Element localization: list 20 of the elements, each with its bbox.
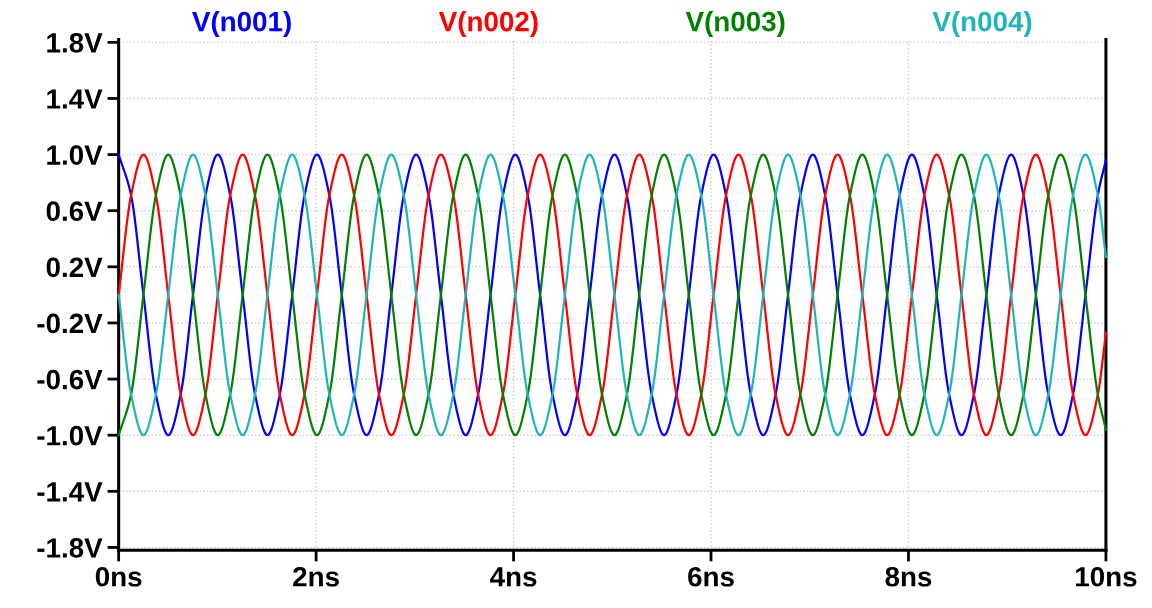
y-tick-label: -0.6V bbox=[37, 369, 103, 390]
text: V(n001) bbox=[192, 11, 291, 37]
x-tick-label: 6ns bbox=[688, 566, 734, 587]
x-tick-label: 8ns bbox=[885, 566, 932, 587]
x-tick-label: 2ns bbox=[293, 566, 339, 587]
text: V(n003) bbox=[685, 11, 785, 37]
y-tick-label: 1.8V bbox=[47, 32, 103, 53]
y-tick-label: -1.4V bbox=[37, 482, 103, 502]
text: V(n004) bbox=[932, 11, 1032, 37]
y-tick-label: 1.0V bbox=[47, 145, 103, 165]
y-tick-label: 0.6V bbox=[46, 201, 103, 222]
y-tick-label: -1.8V bbox=[37, 538, 103, 558]
x-tick-label: 0ns bbox=[95, 566, 142, 587]
y-tick-label: -1.0V bbox=[37, 425, 103, 446]
x-tick-label: 10ns bbox=[1076, 566, 1137, 587]
y-tick-label: 0.2V bbox=[46, 257, 103, 278]
text: V(n002) bbox=[438, 11, 538, 37]
y-tick-label: 1.4V bbox=[47, 89, 103, 109]
y-tick-label: -0.2V bbox=[37, 313, 103, 334]
x-tick-label: 4ns bbox=[490, 567, 537, 587]
